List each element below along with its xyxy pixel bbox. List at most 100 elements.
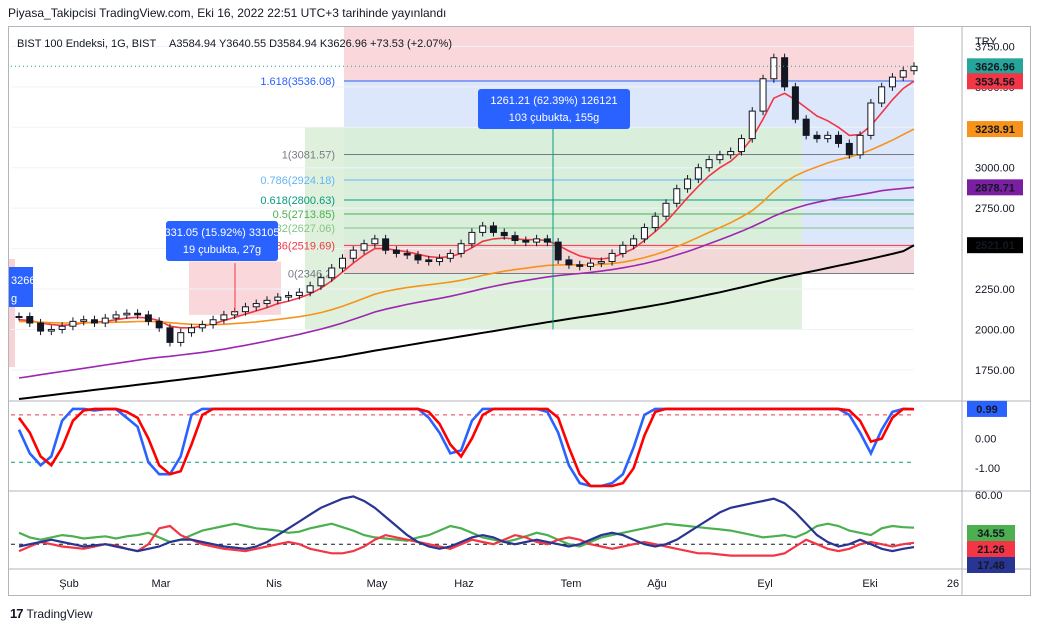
candle-body [166,327,174,343]
time-axis-tick: Tem [561,578,582,590]
candle-body [144,314,152,322]
moving-average-line [18,186,915,379]
oscillator-badge-label: 0.99 [976,404,997,416]
oscillator-badge [967,541,1015,557]
candle-body [694,167,702,180]
left-label-text: 3266 [11,275,35,287]
candle-body [543,238,551,243]
candle-body [274,296,282,301]
oscillator-line [18,495,915,553]
oscillator-line [18,522,915,548]
candle-body [80,319,88,322]
published-caption: Piyasa_Takipcisi TradingView.com, Eki 16… [8,6,447,20]
candle-body [759,78,767,112]
candle-body [468,231,476,245]
measure-label-box [478,89,630,129]
candle-body [684,178,692,190]
candle-body [220,314,228,321]
measure-label-line: 1261.21 (62.39%) 126121 [490,95,617,107]
measure-label-line: 103 çubukta, 155g [509,112,600,124]
oscillator-badge [967,525,1015,541]
candle-body [770,57,778,80]
candle-body [371,238,379,245]
candle-body [295,291,303,296]
fib-level-label: 0.786(2924.18) [260,175,335,187]
candle-body [565,259,573,266]
price-axis-tick: 2750.00 [975,203,1015,215]
candle-body [878,86,886,104]
candle-body [899,70,907,78]
chart-frame[interactable]: 1.618(3536.08) 1(3081.57) 0.786(2924.18) 0.… [8,26,1031,596]
candle-body [101,317,109,324]
candle-body [888,76,896,88]
candle-body [338,257,346,269]
time-axis-tick: Nis [266,578,282,590]
fib-level-label: 0(2346.2) [288,268,335,280]
left-zone [9,259,15,367]
candle-body [306,285,314,293]
oscillator-badge [967,400,1007,417]
oscillator-line [17,407,915,488]
candle-body [640,227,648,240]
oscillator-badge-label: 21.26 [977,544,1005,556]
tradingview-logo-icon: 17 [10,606,24,621]
price-badge-label: 3534.56 [975,76,1015,88]
candle-body [425,259,433,263]
time-axis-tick: Eki [862,578,877,590]
candle-body [241,306,249,313]
candle-body [716,154,724,161]
candle-body [781,57,789,88]
moving-average-line [18,244,915,400]
time-axis-tick: May [367,578,388,590]
candle-body [845,142,853,156]
candle-body [802,118,810,136]
moving-average-line [18,80,915,329]
fib-level-label: 1.618(3536.08) [260,76,335,88]
price-badge [967,179,1023,196]
candle-body [392,249,400,254]
candle-body [69,320,77,327]
candle-body [349,249,357,259]
candle-body [123,312,131,316]
price-chart[interactable]: 1.618(3536.08) 1(3081.57) 0.786(2924.18) 0.… [9,27,1030,595]
candle-body [414,254,422,261]
currency-label: TRY [975,36,997,48]
candle-body [500,231,508,237]
candle-body [15,316,23,319]
time-axis-tick: Şub [59,578,79,590]
oscillator-badge-label: 17.48 [977,560,1005,572]
fib-level-label: 0.5(2713.85) [273,209,335,221]
candle-body [576,264,584,267]
candle-body [824,134,832,140]
symbol-name: BIST 100 Endeksi, 1G, BIST [17,38,156,50]
target-zone-red [344,27,914,82]
time-axis-tick: Eyl [757,578,772,590]
candle-body [608,252,616,263]
time-axis-tick: Ağu [647,578,667,590]
candle-body [188,327,196,334]
candle-body [37,322,45,332]
oscillator-axis-tick: 0.00 [975,434,996,446]
oscillator-line [18,524,915,557]
price-badge [967,237,1023,254]
price-badge-label: 3238.91 [975,124,1015,136]
time-axis-tick: Haz [454,578,474,590]
candle-body [597,261,605,264]
candle-body [457,243,465,254]
candle-body [522,239,530,243]
fib-level-label: 0.382(2627.06) [260,223,335,235]
candle-body [533,238,541,243]
candle-body [727,151,735,156]
fib-level-label: 0.236(2519.69) [260,240,335,252]
price-badge-label: 2878.71 [975,182,1015,194]
candle-body [813,134,821,140]
candle-body [673,188,681,204]
price-axis-tick: 2000.00 [975,324,1015,336]
candle-body [651,215,659,229]
moving-average-line [18,128,915,326]
candle-body [489,225,497,233]
price-badge-label: 2521.01 [975,240,1015,252]
time-axis-tick: Mar [152,578,171,590]
candle-body [856,134,864,156]
measure-label-line: 331.05 (15.92%) 33105 [165,227,280,239]
